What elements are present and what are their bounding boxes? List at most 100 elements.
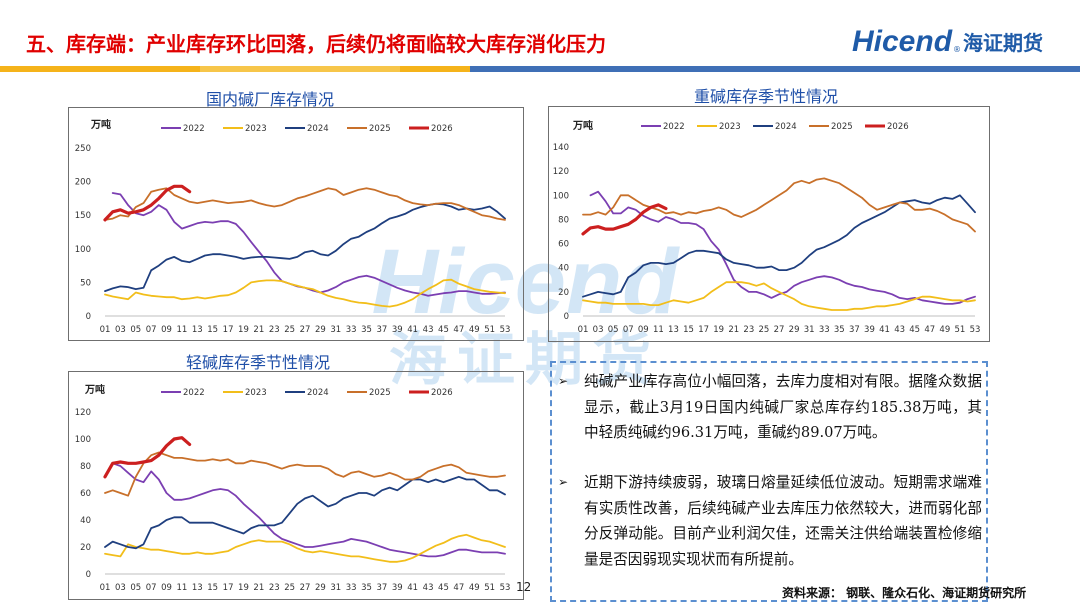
x-tick-label: 15 xyxy=(207,583,218,593)
x-tick-label: 49 xyxy=(939,325,950,335)
analysis-paragraph-1-text: 纯碱产业库存高位小幅回落，去库力度相对有限。据隆众数据显示，截止3月19日国内纯… xyxy=(584,373,982,441)
chart-panel-heavy: 万吨 0 20 40 60 80 100 120 140 01 03 05 07 09 11 13 15 17 19… xyxy=(548,106,990,342)
x-tick-label: 41 xyxy=(407,583,418,593)
x-tick-label: 29 xyxy=(315,325,326,335)
x-tick-label: 27 xyxy=(300,325,311,335)
x-tick-label: 33 xyxy=(819,325,830,335)
x-tick-label: 31 xyxy=(804,325,815,335)
y-tick-label: 120 xyxy=(553,167,569,177)
x-tick-label: 01 xyxy=(100,325,111,335)
series-line-2026 xyxy=(581,203,668,236)
y-tick-label: 40 xyxy=(80,516,91,526)
x-tick-label: 39 xyxy=(864,325,875,335)
series-line-2024 xyxy=(582,194,976,298)
x-tick-label: 07 xyxy=(146,325,157,335)
chart-title-heavy: 重碱库存季节性情况 xyxy=(694,87,839,106)
x-tick-label: 43 xyxy=(423,583,434,593)
y-tick-label: 50 xyxy=(80,278,91,288)
x-tick-label: 47 xyxy=(453,325,464,335)
chart-title-light: 轻碱库存季节性情况 xyxy=(186,353,331,372)
y-tick-label: 80 xyxy=(80,462,91,472)
x-tick-label: 23 xyxy=(269,583,280,593)
y-tick-label: 120 xyxy=(75,408,91,418)
x-tick-label: 35 xyxy=(361,583,372,593)
x-tick-label: 15 xyxy=(683,325,694,335)
x-tick-label: 47 xyxy=(924,325,935,335)
x-tick-label: 05 xyxy=(608,325,619,335)
y-tick-label: 0 xyxy=(86,570,91,580)
y-tick-label: 0 xyxy=(86,312,91,322)
chart-panel-light: 万吨 0 20 40 60 80 100 120 01 03 05 07 09 11 13 15 17 19 21 2… xyxy=(68,371,524,600)
x-tick-label: 17 xyxy=(223,325,234,335)
page-number: 12 xyxy=(516,580,532,594)
legend-label-2023: 2023 xyxy=(245,124,267,134)
x-tick-label: 37 xyxy=(377,583,388,593)
x-tick-label: 19 xyxy=(238,583,249,593)
series-line-2024 xyxy=(104,202,506,292)
y-tick-label: 60 xyxy=(80,489,91,499)
y-tick-label: 0 xyxy=(564,312,569,322)
x-tick-label: 49 xyxy=(469,325,480,335)
series-line-2025 xyxy=(104,187,506,221)
y-tick-label: 40 xyxy=(558,264,569,274)
y-tick-label: 100 xyxy=(75,245,91,255)
y-axis-unit-label: 万吨 xyxy=(84,383,105,396)
x-tick-label: 13 xyxy=(192,325,203,335)
analysis-paragraph-2: ➢ 近期下游持续疲弱，玻璃日熔量延续低位波动。短期需求端难有实质性改善，后续纯碱… xyxy=(558,470,982,572)
legend-label-2023: 2023 xyxy=(719,122,741,132)
x-tick-label: 29 xyxy=(789,325,800,335)
analysis-paragraph-2-text: 近期下游持续疲弱，玻璃日熔量延续低位波动。短期需求端难有实质性改善，后续纯碱产业… xyxy=(584,474,982,568)
x-tick-label: 29 xyxy=(315,583,326,593)
x-tick-label: 17 xyxy=(698,325,709,335)
x-tick-label: 45 xyxy=(438,583,449,593)
x-tick-label: 03 xyxy=(593,325,604,335)
chart-light: 万吨 0 20 40 60 80 100 120 01 03 05 07 09 11 13 15 17 19 21 2… xyxy=(75,383,511,593)
legend-label-2025: 2025 xyxy=(831,122,853,132)
y-tick-label: 140 xyxy=(553,143,569,153)
chart-title-domestic: 国内碱厂库存情况 xyxy=(206,90,335,109)
y-tick-label: 20 xyxy=(80,543,91,553)
series-line-2025 xyxy=(104,451,506,497)
x-tick-label: 41 xyxy=(879,325,890,335)
x-tick-label: 51 xyxy=(955,325,966,335)
y-tick-label: 60 xyxy=(558,240,569,250)
x-tick-label: 31 xyxy=(330,325,341,335)
legend-label-2024: 2024 xyxy=(307,124,329,134)
x-tick-label: 23 xyxy=(743,325,754,335)
x-tick-label: 53 xyxy=(500,583,511,593)
legend-label-2022: 2022 xyxy=(663,122,685,132)
y-tick-label: 80 xyxy=(558,215,569,225)
x-tick-label: 13 xyxy=(668,325,679,335)
x-tick-label: 17 xyxy=(223,583,234,593)
analysis-textbox: ➢ 纯碱产业库存高位小幅回落，去库力度相对有限。据隆众数据显示，截止3月19日国… xyxy=(550,361,988,602)
x-tick-label: 15 xyxy=(207,325,218,335)
legend-label-2023: 2023 xyxy=(245,388,267,398)
logo-chinese-name: 海证期货 xyxy=(963,31,1044,55)
x-tick-label: 37 xyxy=(377,325,388,335)
logo-wordmark: Hicend xyxy=(852,25,953,58)
y-tick-label: 150 xyxy=(75,211,91,221)
legend-label-2025: 2025 xyxy=(369,388,391,398)
y-tick-label: 100 xyxy=(75,435,91,445)
chart-heavy: 万吨 0 20 40 60 80 100 120 140 01 03 05 07 09 11 13 15 17 19… xyxy=(553,119,981,335)
x-tick-label: 23 xyxy=(269,325,280,335)
x-tick-label: 01 xyxy=(578,325,589,335)
x-tick-label: 11 xyxy=(177,583,188,593)
series-line-2022 xyxy=(111,462,506,558)
x-tick-label: 21 xyxy=(253,583,264,593)
x-tick-label: 53 xyxy=(500,325,511,335)
series-line-2026 xyxy=(103,184,192,222)
x-tick-label: 41 xyxy=(407,325,418,335)
legend-label-2026: 2026 xyxy=(431,388,453,398)
legend-label-2026: 2026 xyxy=(887,122,909,132)
x-tick-label: 53 xyxy=(970,325,981,335)
series-line-2024 xyxy=(104,475,506,550)
x-tick-label: 45 xyxy=(438,325,449,335)
series-line-2026 xyxy=(103,436,192,479)
y-axis-unit-label: 万吨 xyxy=(572,119,593,132)
x-tick-label: 33 xyxy=(346,583,357,593)
x-tick-label: 25 xyxy=(284,325,295,335)
x-tick-label: 11 xyxy=(177,325,188,335)
registered-mark: ® xyxy=(953,45,962,54)
x-tick-label: 05 xyxy=(130,583,141,593)
